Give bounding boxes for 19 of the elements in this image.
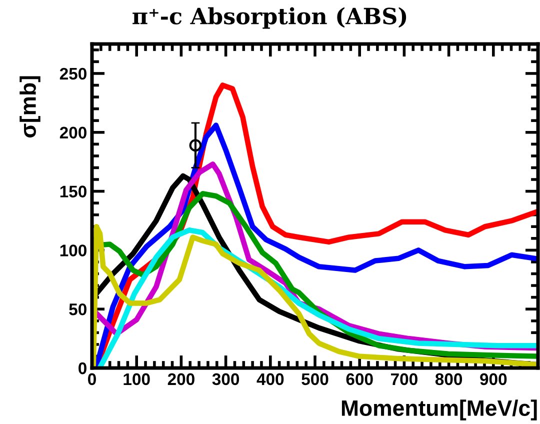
x-tick-label: 200 [168,373,194,386]
x-tick-label: 400 [256,373,284,386]
x-tick-label: 900 [480,373,507,386]
y-tick-label: 0 [78,362,86,374]
x-tick-label: 700 [391,373,418,386]
y-tick-label: 250 [60,68,86,80]
x-axis-title: Momentum[MeV/c] [342,400,537,420]
y-tick-label: 100 [60,244,86,256]
x-tick-label: 0 [88,373,96,386]
x-tick-label: 600 [346,373,373,386]
chart-title: π⁺-c Absorption (ABS) [132,7,406,29]
x-tick-label: 500 [302,373,328,386]
y-tick-label: 50 [69,303,86,316]
y-tick-label: 200 [60,126,86,139]
y-axis-title: σ[mb] [20,76,40,138]
y-tick-label: 150 [60,186,86,198]
x-tick-label: 100 [124,373,150,386]
x-tick-label: 300 [212,373,240,386]
x-tick-label: 800 [435,373,462,386]
